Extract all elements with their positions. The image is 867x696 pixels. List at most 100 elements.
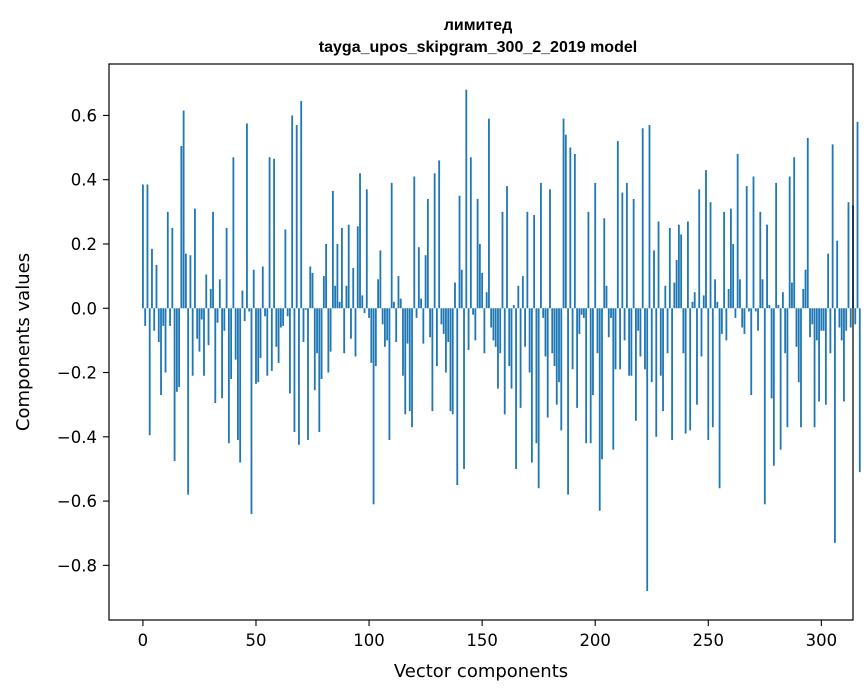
bar-component-59: [275, 308, 278, 347]
bar-component-86: [336, 243, 339, 309]
bar-component-208: [612, 308, 615, 450]
bar-component-127: [429, 308, 432, 338]
bar-component-225: [650, 308, 653, 383]
bar-component-99: [365, 189, 368, 309]
bar-component-58: [273, 158, 275, 309]
bar-component-87: [338, 301, 341, 309]
bar-component-275: [763, 308, 766, 505]
bar-component-139: [456, 308, 459, 486]
bar-component-238: [680, 234, 683, 309]
bar-component-255: [718, 308, 721, 489]
bar-component-114: [399, 298, 402, 309]
bar-component-3: [148, 308, 151, 436]
bar-component-200: [594, 182, 597, 309]
x-tick-label: 300: [806, 631, 838, 650]
bar-component-301: [822, 308, 825, 331]
bar-component-274: [761, 279, 764, 309]
bar-component-315: [854, 308, 857, 325]
bar-component-156: [494, 308, 497, 347]
bar-component-16: [178, 308, 181, 387]
bar-component-292: [802, 288, 805, 309]
bar-component-239: [682, 308, 685, 354]
bar-component-81: [325, 243, 327, 309]
bar-component-215: [628, 308, 631, 376]
plot-frame: [108, 63, 854, 621]
bar-component-317: [858, 308, 861, 473]
bar-component-306: [834, 308, 836, 543]
bar-component-261: [732, 243, 735, 309]
bar-component-4: [151, 248, 153, 309]
bar-component-247: [700, 308, 703, 357]
bar-component-65: [289, 308, 291, 394]
y-tick-label: 0.2: [71, 235, 97, 254]
bar-component-41: [234, 308, 237, 360]
bar-component-283: [781, 292, 784, 309]
bar-component-77: [316, 308, 318, 354]
bar-component-94: [354, 308, 357, 357]
bar-component-125: [424, 255, 427, 309]
bar-component-187: [564, 134, 567, 309]
bar-component-76: [313, 308, 316, 391]
bar-component-281: [777, 305, 780, 309]
bar-component-240: [684, 308, 687, 434]
bar-component-251: [709, 202, 712, 309]
bar-component-126: [426, 198, 429, 309]
bar-component-293: [804, 269, 807, 309]
bar-component-271: [754, 308, 757, 312]
bar-component-10: [164, 308, 167, 373]
bar-component-157: [497, 308, 499, 389]
bar-component-18: [182, 110, 185, 309]
bar-component-299: [818, 308, 820, 402]
bar-component-17: [180, 145, 183, 309]
bar-component-172: [530, 308, 533, 463]
bar-component-129: [433, 173, 436, 309]
bar-component-173: [533, 215, 536, 309]
bar-component-287: [791, 282, 793, 309]
y-tick-label: 0.0: [71, 299, 97, 318]
bar-component-14: [173, 308, 176, 461]
bar-component-201: [596, 308, 599, 354]
y-axis-label: Components values: [13, 253, 34, 431]
bar-component-91: [347, 224, 350, 309]
bar-component-289: [795, 308, 798, 347]
bar-component-52: [259, 308, 262, 359]
bar-component-56: [268, 157, 271, 309]
x-tick-label: 150: [466, 631, 498, 650]
bar-component-44: [241, 290, 244, 309]
bar-component-150: [481, 272, 484, 309]
bar-component-233: [668, 227, 671, 309]
bar-component-185: [560, 308, 563, 431]
bar-component-252: [711, 308, 714, 428]
x-tick-label: 50: [245, 631, 266, 650]
bar-component-217: [632, 198, 635, 309]
bar-component-210: [616, 141, 619, 309]
bar-component-1: [144, 308, 147, 326]
bar-component-308: [838, 308, 841, 328]
bar-component-97: [361, 295, 364, 309]
y-axis-ticks: −0.8 −0.6 −0.4 −0.2 0.0 0.2 0.4 0.6: [57, 106, 109, 575]
bar-component-31: [212, 211, 214, 309]
bar-component-165: [515, 308, 517, 469]
bar-component-19: [184, 253, 187, 309]
bar-component-179: [546, 308, 549, 418]
bar-component-101: [370, 308, 373, 363]
bar-component-62: [282, 308, 285, 326]
bar-component-226: [653, 250, 655, 309]
bar-component-112: [395, 308, 398, 342]
bar-component-32: [214, 308, 217, 404]
bar-component-89: [343, 308, 346, 354]
bar-component-45: [243, 308, 246, 322]
bar-component-111: [393, 301, 395, 309]
bar-component-142: [463, 308, 465, 469]
bar-component-253: [714, 279, 716, 309]
bar-component-60: [277, 308, 280, 363]
bar-component-117: [406, 308, 409, 344]
bar-component-118: [408, 308, 411, 412]
bar-component-304: [829, 308, 832, 354]
bar-component-246: [698, 189, 701, 309]
x-tick-label: 200: [579, 631, 611, 650]
bar-component-198: [589, 308, 592, 444]
bar-component-13: [171, 227, 174, 309]
bar-component-163: [510, 308, 513, 389]
bar-component-134: [445, 308, 447, 373]
